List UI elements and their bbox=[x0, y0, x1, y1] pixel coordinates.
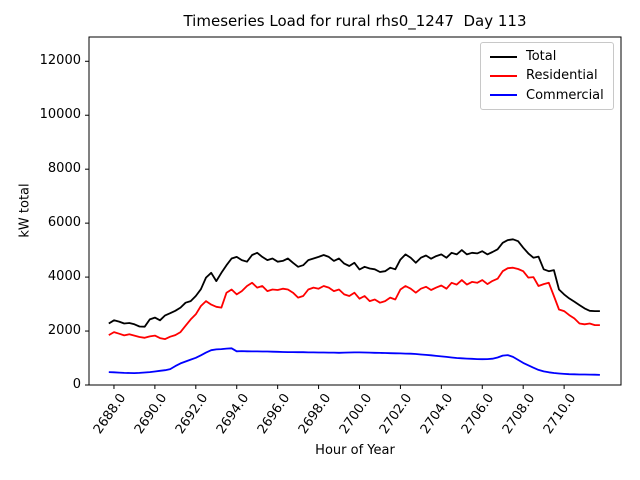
y-tick-label: 4000 bbox=[47, 269, 81, 285]
residential-line-swatch bbox=[490, 74, 517, 77]
y-tick-label: 2000 bbox=[47, 323, 81, 339]
series-line-residential bbox=[108, 266, 600, 341]
legend-item-commercial: Commercial bbox=[490, 88, 604, 103]
axes-spines bbox=[88, 36, 622, 386]
y-axis-label: kW total bbox=[17, 183, 33, 238]
y-tick-label: 6000 bbox=[47, 215, 81, 231]
legend-label-commercial: Commercial bbox=[526, 87, 604, 103]
commercial-line-swatch bbox=[490, 94, 517, 97]
series-line-total bbox=[108, 238, 600, 328]
total-line-swatch bbox=[490, 55, 517, 58]
y-tick-label: 8000 bbox=[47, 161, 81, 177]
legend-label-residential: Residential bbox=[526, 68, 598, 84]
series-line-commercial bbox=[108, 347, 600, 376]
legend-item-total: Total bbox=[490, 49, 604, 64]
x-axis-label: Hour of Year bbox=[315, 443, 395, 458]
legend-label-total: Total bbox=[526, 49, 557, 65]
y-tick-label: 0 bbox=[72, 377, 81, 392]
y-tick-label: 12000 bbox=[39, 53, 81, 69]
legend: Total Residential Commercial bbox=[480, 42, 614, 110]
chart-title: Timeseries Load for rural rhs0_1247 Day … bbox=[183, 12, 527, 30]
legend-item-residential: Residential bbox=[490, 68, 604, 83]
y-tick-label: 10000 bbox=[39, 107, 81, 123]
